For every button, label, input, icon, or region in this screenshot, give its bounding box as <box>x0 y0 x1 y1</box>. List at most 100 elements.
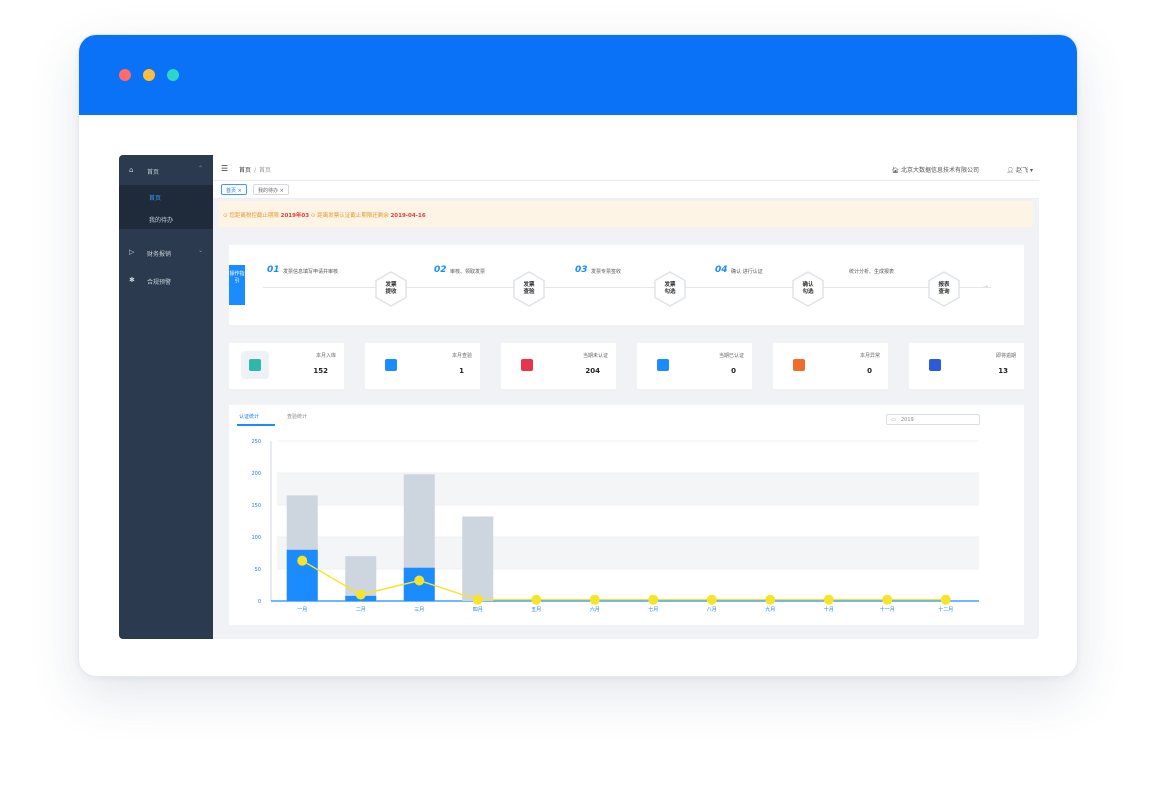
x-tick-label: 十一月 <box>880 606 895 613</box>
stat-value: 0 <box>731 367 736 375</box>
expiring-icon <box>921 351 949 379</box>
tag-home[interactable]: 首页 × <box>221 184 247 195</box>
stat-card[interactable]: 当期未认证 204 <box>501 343 616 389</box>
trend-point <box>414 575 425 586</box>
y-tick-label: 100 <box>251 535 261 541</box>
tab-verify-stats[interactable]: 查验统计 <box>287 414 308 420</box>
x-tick-label: 十二月 <box>938 606 953 613</box>
stat-value: 152 <box>313 367 328 375</box>
trend-point <box>882 594 893 605</box>
stat-card[interactable]: 本月查验 1 <box>365 343 480 389</box>
trend-point <box>648 594 659 605</box>
storage-icon <box>241 351 269 379</box>
company-label: 北京大数据信息技术有限公司 <box>900 167 979 174</box>
maximize-dot[interactable] <box>167 69 179 81</box>
y-tick-label: 150 <box>251 503 261 509</box>
close-dot[interactable] <box>119 69 131 81</box>
stat-card[interactable]: 本月异常 0 <box>773 343 888 389</box>
step-hexagon[interactable]: 确认 勾选 <box>792 271 824 307</box>
y-tick-label: 0 <box>258 599 261 605</box>
hexagon-label-line-2: 查验 <box>523 289 535 295</box>
trend-point <box>765 594 776 605</box>
notice-highlight-1: 2019年03 <box>280 213 310 219</box>
x-tick-label: 六月 <box>590 606 600 613</box>
receipt-icon: ▷ <box>129 248 135 256</box>
step-number: 01 <box>267 265 280 275</box>
step-number: 02 <box>434 265 447 275</box>
hexagon-label-line-1: 报表 <box>938 282 950 288</box>
app-window: ⌂ 首页 ⌃ 首页 我的待办 ▷ 财务报销 ⌄ ✱ 合规预警 ☰ <box>78 34 1078 677</box>
x-tick-label: 三月 <box>414 607 424 613</box>
home-icon: ⌂ <box>129 166 134 174</box>
trend-point <box>589 594 600 605</box>
sidebar: ⌂ 首页 ⌃ 首页 我的待办 ▷ 财务报销 ⌄ ✱ 合规预警 <box>119 155 213 639</box>
step-description: 发票信息填写申请并审核 <box>283 269 339 275</box>
stat-label: 本月查验 <box>451 353 472 359</box>
sidebar-subitem-home[interactable]: 首页 <box>119 185 213 207</box>
app-frame: ⌂ 首页 ⌃ 首页 我的待办 ▷ 财务报销 ⌄ ✱ 合规预警 ☰ <box>119 155 1039 639</box>
step-hexagon[interactable]: 发票 查验 <box>513 271 545 307</box>
sidebar-subitem-todo[interactable]: 我的待办 <box>119 207 213 229</box>
x-tick-label: 四月 <box>473 607 483 613</box>
x-tick-label: 二月 <box>356 607 366 613</box>
tab-auth-stats[interactable]: 认证统计 <box>239 414 260 420</box>
step-hexagon[interactable]: 发票 勾选 <box>654 271 686 307</box>
notice-text: ⊙ 您距离税控截止期限 2019年03 ⊙ 距离发票认证截止期限还剩余 2019… <box>223 213 426 219</box>
y-tick-label: 50 <box>255 567 261 573</box>
stat-label: 当期未认证 <box>582 353 608 359</box>
breadcrumb: 首页 / 首页 <box>239 165 271 174</box>
sidebar-item-home[interactable]: ⌂ 首页 ⌃ <box>119 159 213 181</box>
calendar-icon: ▭ <box>891 417 896 423</box>
stat-label: 本月异常 <box>859 353 880 359</box>
stat-value: 204 <box>585 367 600 375</box>
step-number: 03 <box>575 265 588 275</box>
card-icon-glyph <box>657 359 669 371</box>
grid-band <box>277 473 979 505</box>
hexagon-label-line-1: 确认 <box>802 282 814 288</box>
step-hexagon[interactable]: 发票 提收 <box>375 271 407 307</box>
card-icon-glyph <box>793 359 805 371</box>
notice-bar: ⊙ 您距离税控截止期限 2019年03 ⊙ 距离发票认证截止期限还剩余 2019… <box>219 201 1033 227</box>
sidebar-item-reimburse[interactable]: ▷ 财务报销 ⌄ <box>119 241 213 263</box>
company-name: 🏠︎ 北京大数据信息技术有限公司 <box>891 167 979 174</box>
verified-icon <box>649 351 677 379</box>
guide-flow-panel: 操作指引 01 发票信息填写申请并审核 发票 提收 02 审核、领取发票 发票 查验 03 发票专… <box>229 245 1024 325</box>
step-hexagon[interactable]: 报表 查询 <box>928 271 960 307</box>
breadcrumb-home[interactable]: 首页 <box>239 167 252 174</box>
main-content: ☰ 首页 / 首页 🏠︎ 北京大数据信息技术有限公司 👤︎ 赵飞 ▾ 首页 × 我的… <box>213 155 1039 639</box>
card-icon-glyph <box>385 359 397 371</box>
x-tick-label: 十月 <box>824 606 834 613</box>
hexagon-label-line-1: 发票 <box>664 282 676 288</box>
sidebar-item-label: 首页 <box>147 169 160 176</box>
unverified-icon <box>513 351 541 379</box>
notice-text-1: 您距离税控截止期限 <box>229 213 279 219</box>
tag-todo[interactable]: 我的待办 × <box>253 184 289 195</box>
x-tick-label: 八月 <box>707 607 717 613</box>
user-menu[interactable]: 👤︎ 赵飞 ▾ <box>1006 167 1033 174</box>
tag-label: 首页 <box>226 188 237 194</box>
hexagon-label-line-2: 查询 <box>938 289 950 295</box>
hexagon-label-line-2: 勾选 <box>802 289 814 295</box>
year-value: 2019 <box>901 417 914 423</box>
alarm-icon <box>785 351 813 379</box>
y-tick-label: 200 <box>251 471 261 477</box>
minimize-dot[interactable] <box>143 69 155 81</box>
stat-card[interactable]: 当期已认证 0 <box>637 343 752 389</box>
menu-toggle-icon[interactable]: ☰ <box>221 164 229 173</box>
trend-line <box>301 560 946 601</box>
sidebar-subitem-label: 我的待办 <box>149 217 174 224</box>
hexagon-label: 发票 提收 <box>375 282 407 296</box>
chevron-down-icon: ⌄ <box>197 247 203 254</box>
trend-point <box>355 589 366 600</box>
warning-icon: ✱ <box>129 276 135 284</box>
sidebar-subitem-label: 首页 <box>149 195 162 202</box>
step-description: 发票专票签收 <box>591 269 622 275</box>
tabs-bar: 首页 × 我的待办 × <box>213 181 1039 199</box>
year-picker[interactable]: ▭ 2019 <box>886 414 980 425</box>
stat-card[interactable]: 本月入库 152 <box>229 343 344 389</box>
hexagon-label-line-1: 发票 <box>385 282 397 288</box>
stat-card[interactable]: 即将逾期 13 <box>909 343 1024 389</box>
card-icon-glyph <box>521 359 533 371</box>
sidebar-item-compliance[interactable]: ✱ 合规预警 <box>119 269 213 291</box>
hexagon-label-line-1: 发票 <box>523 282 535 288</box>
